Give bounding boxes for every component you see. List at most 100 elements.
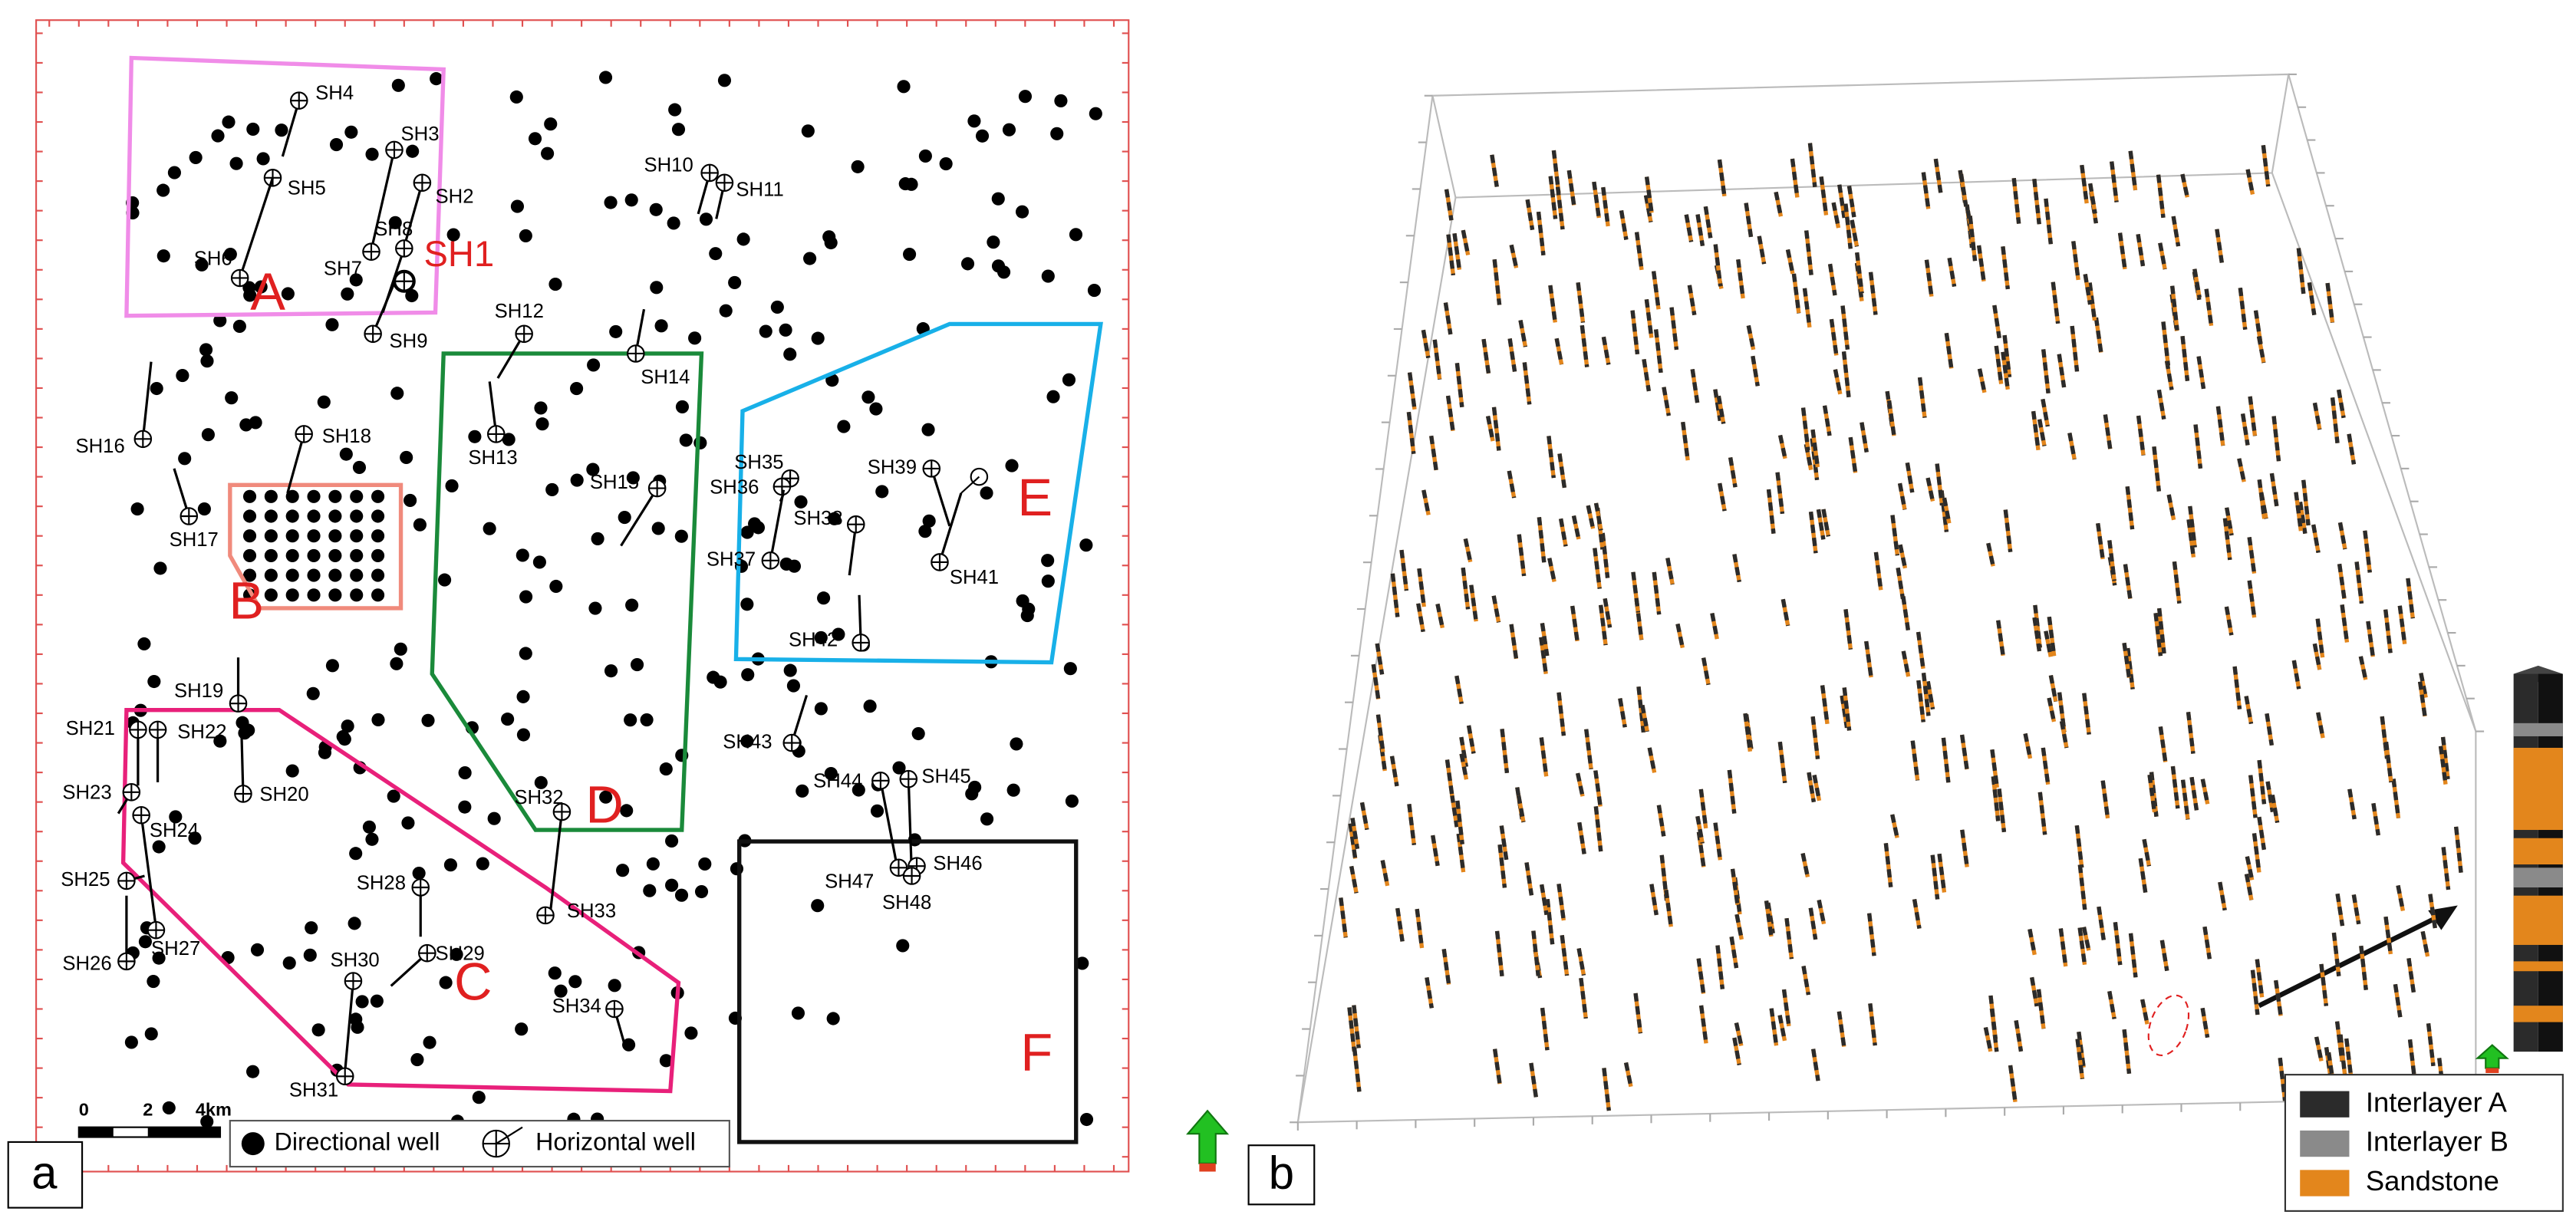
well-trajectory [620,487,658,547]
well-stick [2001,351,2010,390]
well-label: SH7 [324,258,362,280]
well-label: SH35 [734,452,783,473]
directional-well [1041,269,1055,283]
region-outline [228,482,404,611]
directional-well [246,122,260,137]
well-stick [1463,538,1473,563]
directional-well [528,132,542,146]
well-stick [1497,844,1507,888]
well-stick [1808,907,1818,940]
well-stick [2048,675,2058,703]
well-stick [1958,173,1968,207]
directional-well [586,463,600,476]
directional-well [1062,373,1076,387]
well-stick [1785,249,1795,275]
well-stick [1570,605,1580,642]
well-stick [2255,959,2265,998]
legend-swatch [2300,1170,2350,1197]
well-label: SH30 [330,950,379,971]
well-stick [1997,788,2007,833]
directional-well [728,275,742,289]
directional-well [350,568,364,582]
well-stick [1576,281,1586,323]
well-stick [1584,729,1593,770]
well-label: SH1 [424,233,495,274]
well-stick [2093,317,2103,353]
well-label: SH4 [315,82,354,104]
well-stick [2250,969,2260,1016]
directional-well [713,675,727,689]
directional-well [404,493,417,507]
directional-well [665,878,679,892]
well-stick [1910,740,1920,781]
well-stick [2041,398,2050,427]
well-stick [1491,407,1501,451]
directional-well [387,789,400,803]
well-stick [1905,462,1915,493]
well-stick [1450,794,1459,828]
directional-well [483,522,496,535]
well-stick [2140,999,2149,1025]
well-stick [1732,1037,1741,1065]
well-stick [2051,281,2060,324]
well-stick [2259,492,2268,519]
directional-well [975,129,990,143]
directional-well [1018,90,1033,104]
directional-well [423,1035,436,1049]
region-label: E [1017,468,1052,527]
well-label: SH33 [567,900,616,922]
directional-well [307,548,321,562]
directional-well [446,228,460,242]
well-stick [2077,1031,2086,1068]
well-stick [1375,714,1385,752]
well-stick [2080,164,2089,204]
directional-well [213,734,227,748]
directional-well [980,812,994,826]
well-stick [1690,369,1700,403]
well-stick [2335,893,2345,927]
directional-well [870,804,884,818]
well-stick [2426,1022,2436,1067]
well-stick [1996,620,2005,657]
well-stick [2033,604,2042,648]
well-stick [1644,298,1654,338]
directional-well [200,1114,214,1128]
well-stick [2204,288,2214,327]
well-stick [1890,515,1900,556]
directional-well [519,229,532,242]
directional-well [388,216,402,229]
well-stick [2334,1021,2344,1062]
well-stick [1732,554,1741,583]
well-stick [1807,772,1817,803]
box-edge [2271,173,2477,732]
directional-well [401,816,415,830]
directional-well [156,249,170,263]
well-label: SH2 [436,186,474,207]
well-stick [2298,502,2308,535]
well-stick [2200,779,2210,805]
well-stick [2325,282,2335,323]
well-stick [1808,511,1818,554]
directional-well [783,347,797,361]
directional-well [588,601,602,615]
scale-label: 0 [79,1099,89,1119]
directional-well [791,1006,805,1020]
well-stick [1556,692,1566,736]
directional-well [176,369,189,383]
well-stick [1848,436,1858,473]
well-stick [1559,518,1568,547]
well-stick [1466,725,1476,754]
well-stick [2037,792,2047,835]
directional-well [740,525,754,539]
directional-well [394,642,407,656]
well-label: SH12 [495,301,544,322]
directional-well [281,287,295,301]
well-stick [1431,834,1440,867]
well-stick [1937,853,1947,893]
directional-well [285,764,299,778]
well-stick [2126,647,2135,690]
well-stick [1896,567,1906,600]
well-stick [1407,803,1416,846]
well-stick [2351,894,2361,925]
well-stick [1728,457,1738,488]
